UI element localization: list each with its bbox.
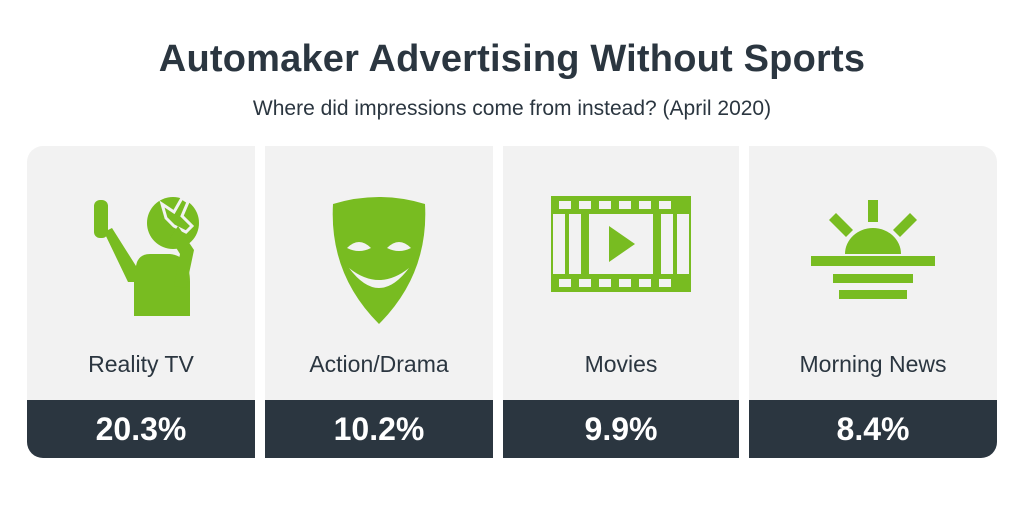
- value-label: 20.3%: [27, 400, 255, 458]
- category-card-reality-tv: Reality TV 20.3%: [27, 146, 255, 458]
- film-strip-play-icon: [503, 196, 739, 366]
- value-label: 10.2%: [265, 400, 493, 458]
- theater-mask-icon: [265, 196, 493, 366]
- selfie-person-icon: [27, 196, 255, 366]
- category-label: Action/Drama: [309, 351, 449, 377]
- sunrise-icon: [749, 196, 997, 366]
- category-card-movies: Movies 9.9%: [503, 146, 739, 458]
- category-label: Movies: [584, 351, 658, 377]
- chart-subtitle: Where did impressions come from instead?…: [252, 97, 772, 120]
- sunrise-icon-svg: [811, 200, 935, 299]
- theater-mask-icon-svg: [332, 197, 426, 324]
- value-label: 8.4%: [749, 400, 997, 458]
- category-card-morning-news: Morning News 8.4%: [749, 146, 997, 458]
- selfie-person-icon-svg: [94, 196, 199, 316]
- card-divider: [739, 146, 749, 458]
- film-strip-play-icon-svg: [551, 196, 691, 292]
- chart-title: Automaker Advertising Without Sports: [158, 38, 866, 80]
- card-divider: [493, 146, 503, 458]
- cards-panel: Reality TV 20.3% Action/Drama 10.2%: [27, 146, 997, 458]
- value-label: 9.9%: [503, 400, 739, 458]
- category-card-action-drama: Action/Drama 10.2%: [265, 146, 493, 458]
- card-divider: [255, 146, 265, 458]
- category-label: Reality TV: [88, 351, 194, 377]
- category-label: Morning News: [799, 351, 947, 377]
